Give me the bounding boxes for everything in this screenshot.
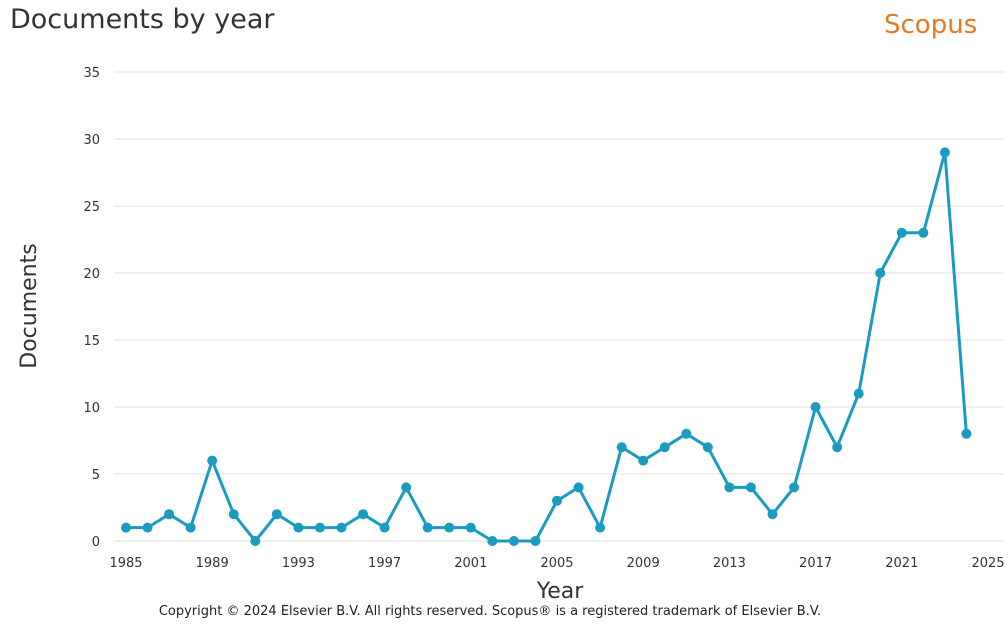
x-tick-label: 2017 xyxy=(799,556,832,571)
data-point[interactable] xyxy=(918,227,929,238)
data-point[interactable] xyxy=(638,455,649,466)
data-point[interactable] xyxy=(207,455,218,466)
y-tick-label: 30 xyxy=(83,133,100,148)
data-point[interactable] xyxy=(121,522,131,533)
x-tick-label: 2009 xyxy=(627,556,660,571)
data-point[interactable] xyxy=(681,428,692,439)
data-point[interactable] xyxy=(767,509,778,520)
data-points xyxy=(121,147,972,546)
data-point[interactable] xyxy=(789,482,800,493)
y-tick-label: 10 xyxy=(83,401,100,416)
data-point[interactable] xyxy=(896,227,907,238)
x-tick-label: 2025 xyxy=(971,556,1004,571)
data-point[interactable] xyxy=(250,536,261,546)
data-point[interactable] xyxy=(530,536,541,546)
data-point[interactable] xyxy=(961,428,972,439)
x-tick-labels: 1985 1989 1993 1997 2001 2005 2009 2013 2017 2021… xyxy=(109,556,1004,571)
data-point[interactable] xyxy=(314,522,325,533)
x-tick-label: 1997 xyxy=(368,556,401,571)
data-point[interactable] xyxy=(358,509,369,520)
data-point[interactable] xyxy=(185,522,196,533)
data-point[interactable] xyxy=(293,522,304,533)
data-point[interactable] xyxy=(465,522,476,533)
data-point[interactable] xyxy=(853,388,864,399)
data-point[interactable] xyxy=(271,509,282,520)
data-point[interactable] xyxy=(444,522,455,533)
data-point[interactable] xyxy=(164,509,175,520)
data-point[interactable] xyxy=(336,522,347,533)
y-tick-label: 5 xyxy=(92,468,100,483)
y-tick-label: 0 xyxy=(92,535,100,550)
data-point[interactable] xyxy=(745,482,756,493)
data-point[interactable] xyxy=(379,522,390,533)
series-line xyxy=(126,150,968,543)
x-tick-label: 2001 xyxy=(454,556,487,571)
x-tick-label: 1993 xyxy=(282,556,315,571)
data-point[interactable] xyxy=(595,522,606,533)
data-point[interactable] xyxy=(573,482,584,493)
y-tick-label: 35 xyxy=(83,66,100,81)
data-point[interactable] xyxy=(487,536,498,546)
data-point[interactable] xyxy=(875,268,886,278)
data-point[interactable] xyxy=(832,442,843,453)
data-point[interactable] xyxy=(552,495,562,506)
data-point[interactable] xyxy=(142,522,153,533)
data-point[interactable] xyxy=(724,482,735,493)
data-point[interactable] xyxy=(401,482,412,493)
data-point[interactable] xyxy=(810,402,821,412)
data-point[interactable] xyxy=(422,522,433,533)
x-tick-label: 1985 xyxy=(109,556,142,571)
data-point[interactable] xyxy=(702,442,713,453)
x-axis-title: Year xyxy=(536,579,585,600)
y-tick-label: 25 xyxy=(83,200,100,215)
scopus-logo: Scopus xyxy=(884,10,978,40)
x-tick-label: 2013 xyxy=(713,556,746,571)
x-tick-label: 2005 xyxy=(540,556,573,571)
x-tick-label: 2021 xyxy=(885,556,918,571)
x-tick-label: 1989 xyxy=(196,556,229,571)
y-tick-label: 15 xyxy=(83,334,100,349)
y-axis-title: Documents xyxy=(17,243,42,368)
data-point[interactable] xyxy=(228,509,239,520)
chart-title: Documents by year xyxy=(10,4,275,35)
data-point[interactable] xyxy=(616,442,627,453)
grid-lines xyxy=(114,71,1004,542)
copyright-notice: Copyright © 2024 Elsevier B.V. All right… xyxy=(158,604,822,619)
data-point[interactable] xyxy=(939,147,950,158)
data-point[interactable] xyxy=(508,536,519,546)
data-point[interactable] xyxy=(659,442,670,453)
y-tick-labels: 0 5 10 15 20 25 30 35 xyxy=(83,66,100,550)
y-tick-label: 20 xyxy=(83,267,100,282)
